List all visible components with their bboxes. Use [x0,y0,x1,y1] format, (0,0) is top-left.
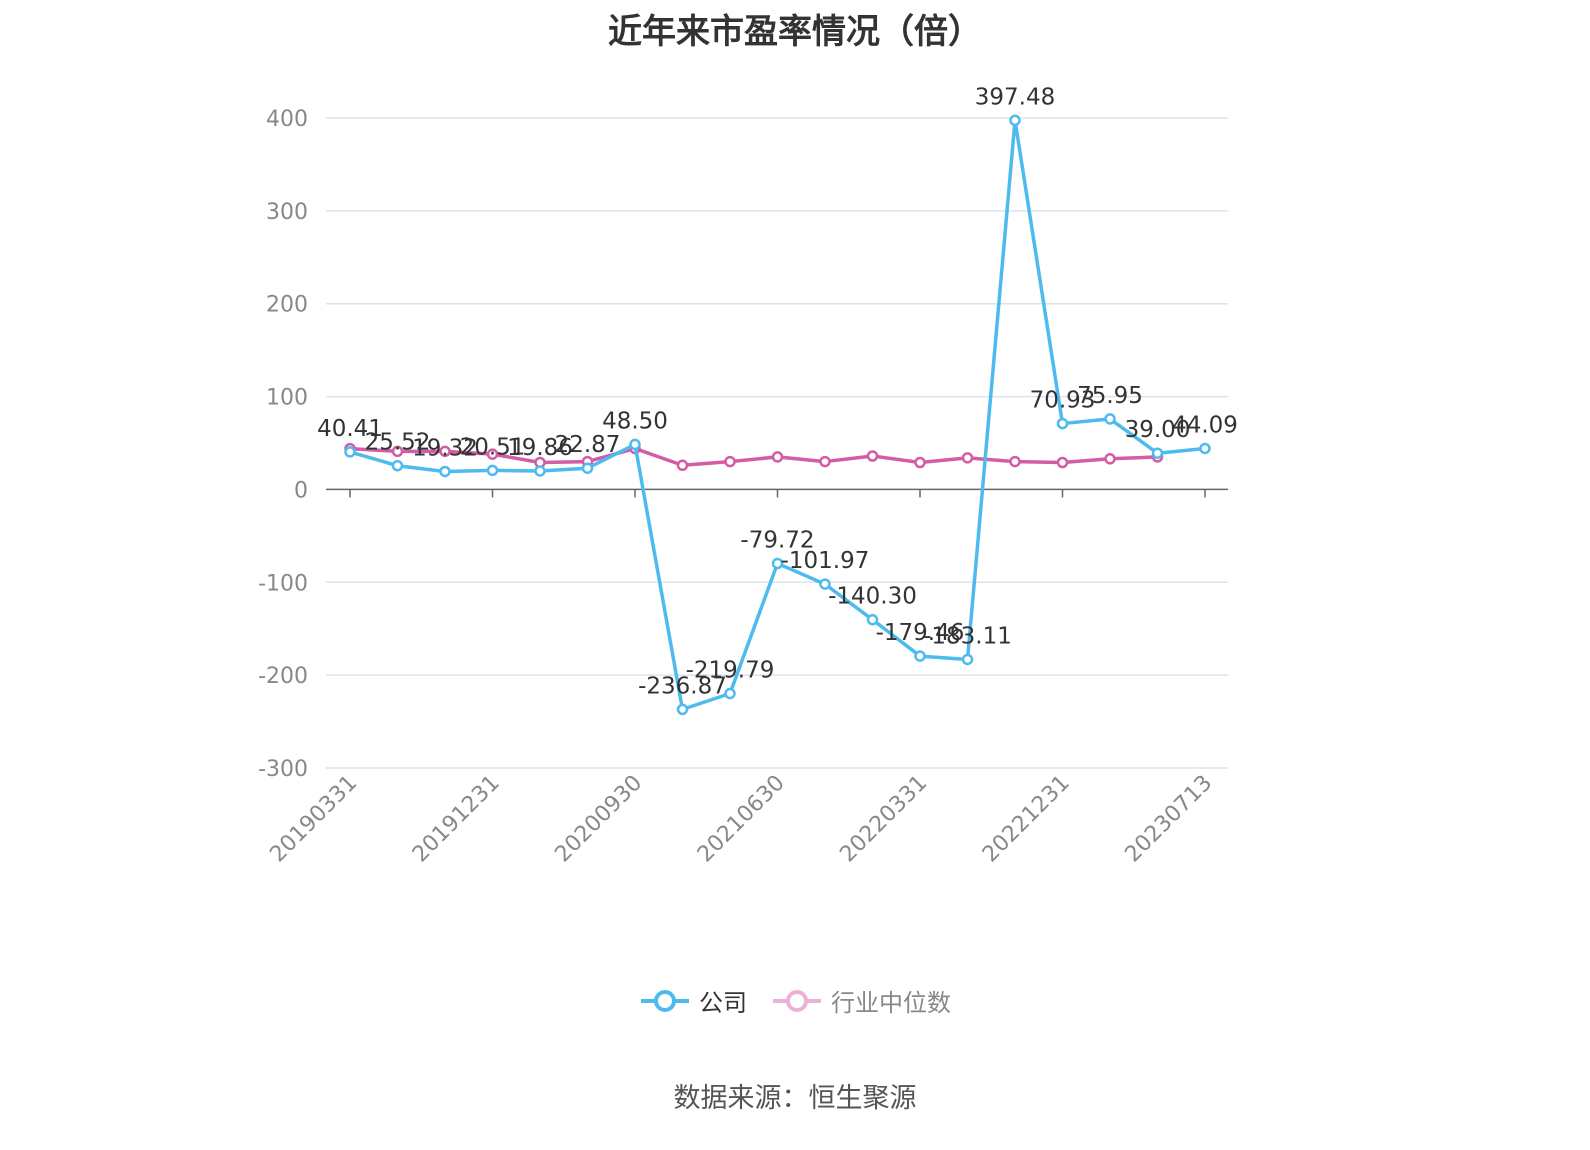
legend-label-company: 公司 [699,989,747,1017]
x-tick-label: 20221231 [978,771,1075,868]
company-data-point [866,613,879,626]
company-data-point [961,653,974,666]
data-source: 数据来源：恒生聚源 [673,1083,917,1114]
company-data-point [1056,417,1069,430]
industry-data-point [1056,456,1069,469]
industry-data-point [1104,453,1116,465]
data-label: -101.97 [781,548,870,574]
y-tick-label: -100 [258,571,308,596]
company-data-point [724,687,736,700]
x-tick-label: 20191231 [408,771,505,868]
series-line [349,118,1206,712]
company-data-point [819,578,831,590]
x-axis [326,488,1228,498]
data-label: 39.00 [1125,417,1191,443]
company-data-point [534,465,546,477]
data-label: 397.48 [975,84,1055,110]
industry-data-point [486,448,499,460]
y-tick-label: 300 [266,200,308,225]
data-label: -183.11 [923,623,1012,649]
y-tick-label: 200 [266,293,308,318]
industry-data-point [819,455,831,468]
data-label: 20.51 [460,434,526,460]
industry-data-point [1009,455,1021,468]
company-data-point [771,557,784,570]
data-label: 19.32 [412,435,478,461]
x-tick-label: 20200930 [550,771,647,868]
industry-data-point [961,452,974,464]
y-tick-label: -300 [258,757,308,782]
legend-item-industry-median[interactable]: 行业中位数 [771,983,951,1018]
industry-data-point [391,445,404,458]
data-label: -140.30 [828,584,917,610]
x-tick-label: 20190331 [265,771,362,868]
chart-title: 近年来市盈率情况（倍） [608,12,982,52]
x-tick-label: 20220331 [835,771,932,868]
data-label: 44.09 [1172,412,1238,438]
data-label: 48.50 [602,408,668,434]
industry-data-point [724,455,736,468]
y-tick-label: 400 [266,107,308,132]
data-label: -236.87 [638,673,727,699]
industry-data-point [866,450,879,462]
industry-series-marker-icon [773,989,821,1012]
data-label: 75.95 [1077,383,1143,409]
industry-data-point [771,451,784,463]
x-tick-label: 20230713 [1120,771,1217,868]
data-label: -179.46 [876,620,965,646]
y-axis-tick-labels: -300 -200 -100 0 100 200 300 400 [258,107,308,782]
data-label: 22.87 [555,432,621,458]
company-data-point [486,464,499,477]
x-axis-tick-labels: 20190331 20191231 20200930 20210630 20220331… [265,771,1217,868]
grid-lines [326,117,1228,769]
x-tick-label: 20210630 [693,771,790,868]
series-line [349,446,1158,468]
y-tick-label: 0 [294,478,308,503]
data-label: 25.52 [365,430,431,456]
company-data-point [676,703,689,716]
company-data-point [391,459,404,472]
company-data-point [344,446,356,458]
company-data-point [1199,442,1211,455]
data-label: 40.41 [317,416,383,442]
y-tick-label: 100 [266,386,308,411]
company-data-point [1009,114,1021,127]
company-data-point [1104,413,1116,425]
company-data-point [439,465,451,478]
company-data-point [581,462,594,474]
industry-data-point [914,456,926,469]
company-data-point [629,438,641,451]
company-data-point [914,650,926,662]
line-chart: -300 -200 -100 0 100 200 300 400 20190331 201912… [258,84,1238,868]
legend: 公司 行业中位数 [0,983,1590,1018]
data-label: -79.72 [740,527,814,553]
company-series-marker-icon [641,989,689,1012]
series-company [344,114,1211,716]
legend-item-company[interactable]: 公司 [639,983,747,1018]
industry-data-point [439,445,451,458]
company-data-point [1151,447,1164,459]
data-label: 70.93 [1030,388,1096,414]
industry-data-point [676,459,689,472]
y-tick-label: -200 [258,664,308,689]
legend-label-industry-median: 行业中位数 [831,989,951,1017]
data-label: 19.86 [507,435,573,461]
data-label: -219.79 [686,658,775,684]
